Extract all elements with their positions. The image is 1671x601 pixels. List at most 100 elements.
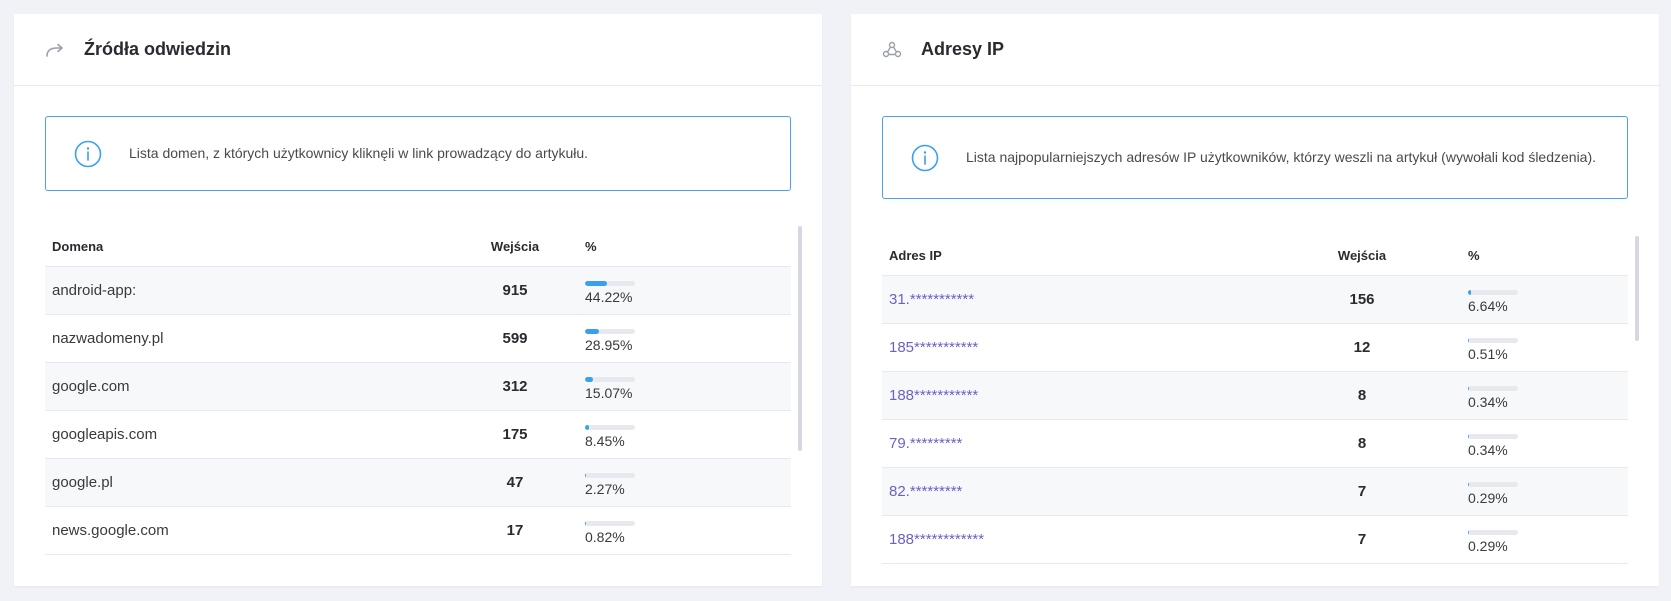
domain-name: nazwadomeny.pl — [52, 330, 164, 347]
percent-value: 15.07% — [585, 384, 633, 401]
info-text: Lista domen, z których użytkownicy klikn… — [129, 145, 589, 161]
visits-count: 156 — [1349, 291, 1375, 308]
percent-value: 0.34% — [1468, 441, 1508, 458]
percent-bar — [1468, 337, 1518, 343]
percent-cell: 0.29% — [1464, 478, 1614, 506]
table-row: 188*********** 8 0.34% — [882, 372, 1628, 420]
percent-value: 28.95% — [585, 336, 633, 353]
info-box: Lista najpopularniejszych adresów IP uży… — [882, 116, 1628, 199]
percent-cell: 6.64% — [1464, 286, 1614, 314]
percent-bar — [1468, 433, 1518, 439]
visit-sources-panel: Źródła odwiedzin Lista domen, z których … — [14, 14, 822, 586]
table-row: 79.********* 8 0.34% — [882, 420, 1628, 468]
percent-bar-fill — [585, 328, 600, 334]
percent-cell: 15.07% — [581, 373, 731, 401]
ip-addresses-panel: Adresy IP Lista najpopularniejszych adre… — [851, 14, 1659, 586]
domain-name: android-app: — [52, 282, 137, 299]
table-header: Adres IP Wejścia % — [882, 236, 1628, 276]
visits-count: 175 — [502, 426, 528, 443]
table-body: android-app: 915 44.22% nazwadomeny.pl 599 28… — [45, 267, 791, 555]
percent-value: 8.45% — [585, 432, 625, 449]
visits-count: 915 — [502, 282, 528, 299]
network-nodes-icon — [881, 39, 903, 61]
percent-cell: 0.51% — [1464, 334, 1614, 362]
percent-cell: 0.82% — [581, 517, 731, 545]
percent-value: 0.82% — [585, 528, 625, 545]
percent-bar-fill — [585, 280, 608, 286]
table-body: 31.*********** 156 6.64% 185*********** 12 0.… — [882, 276, 1628, 564]
percent-value: 2.27% — [585, 480, 625, 497]
table-row: 82.********* 7 0.29% — [882, 468, 1628, 516]
domains-table: Domena Wejścia % android-app: 915 44.22% na… — [45, 227, 791, 555]
ip-address-link[interactable]: 188*********** — [889, 387, 979, 404]
table-row: google.com 312 15.07% — [45, 363, 791, 411]
percent-bar — [585, 328, 635, 334]
visits-count: 47 — [506, 474, 524, 491]
domain-name: google.com — [52, 378, 130, 395]
ip-address-link[interactable]: 31.*********** — [889, 291, 975, 308]
ip-table: Adres IP Wejścia % 31.*********** 156 6.64… — [882, 236, 1628, 564]
visits-count: 7 — [1357, 531, 1367, 548]
percent-cell: 28.95% — [581, 325, 731, 353]
table-row: 185*********** 12 0.51% — [882, 324, 1628, 372]
percent-cell: 0.34% — [1464, 382, 1614, 410]
percent-cell: 0.34% — [1464, 430, 1614, 458]
column-header-percent[interactable]: % — [585, 239, 597, 254]
column-header-visits[interactable]: Wejścia — [1337, 248, 1387, 263]
percent-value: 0.29% — [1468, 489, 1508, 506]
percent-bar — [1468, 481, 1518, 487]
visits-count: 8 — [1357, 435, 1367, 452]
column-header-percent[interactable]: % — [1468, 248, 1480, 263]
percent-bar — [1468, 289, 1518, 295]
percent-value: 44.22% — [585, 288, 633, 305]
info-text: Lista najpopularniejszych adresów IP uży… — [966, 149, 1597, 165]
percent-bar — [585, 424, 635, 430]
percent-cell: 2.27% — [581, 469, 731, 497]
visits-count: 12 — [1353, 339, 1371, 356]
percent-bar — [585, 520, 635, 526]
percent-value: 0.51% — [1468, 345, 1508, 362]
table-row: nazwadomeny.pl 599 28.95% — [45, 315, 791, 363]
table-row: 188************ 7 0.29% — [882, 516, 1628, 564]
percent-cell: 8.45% — [581, 421, 731, 449]
percent-bar — [1468, 529, 1518, 535]
percent-bar-fill — [585, 376, 593, 382]
percent-bar-fill — [585, 424, 590, 430]
table-row: android-app: 915 44.22% — [45, 267, 791, 315]
percent-value: 0.34% — [1468, 393, 1508, 410]
visits-count: 312 — [502, 378, 528, 395]
info-icon — [911, 144, 939, 172]
ip-address-link[interactable]: 185*********** — [889, 339, 979, 356]
panel-title: Adresy IP — [921, 39, 1005, 59]
table-row: news.google.com 17 0.82% — [45, 507, 791, 555]
panel-title: Źródła odwiedzin — [84, 39, 231, 59]
column-header-domain[interactable]: Domena — [52, 239, 104, 254]
percent-bar — [585, 280, 635, 286]
percent-cell: 0.29% — [1464, 526, 1614, 554]
percent-bar — [1468, 385, 1518, 391]
visits-count: 7 — [1357, 483, 1367, 500]
visits-count: 8 — [1357, 387, 1367, 404]
domain-name: news.google.com — [52, 522, 169, 539]
ip-address-link[interactable]: 82.********* — [889, 483, 963, 500]
percent-cell: 44.22% — [581, 277, 731, 305]
table-header: Domena Wejścia % — [45, 227, 791, 267]
percent-bar — [585, 376, 635, 382]
info-icon — [74, 140, 102, 168]
column-header-visits[interactable]: Wejścia — [490, 239, 540, 254]
panel-header: Źródła odwiedzin — [14, 14, 822, 86]
table-row: googleapis.com 175 8.45% — [45, 411, 791, 459]
percent-bar-fill — [1468, 289, 1472, 295]
table-row: google.pl 47 2.27% — [45, 459, 791, 507]
percent-value: 6.64% — [1468, 297, 1508, 314]
visits-count: 599 — [502, 330, 528, 347]
table-row: 31.*********** 156 6.64% — [882, 276, 1628, 324]
ip-address-link[interactable]: 79.********* — [889, 435, 963, 452]
scrollbar[interactable] — [1635, 236, 1639, 341]
percent-bar — [585, 472, 635, 478]
ip-address-link[interactable]: 188************ — [889, 531, 985, 548]
share-arrow-icon — [44, 39, 66, 61]
panel-header: Adresy IP — [851, 14, 1659, 86]
scrollbar[interactable] — [798, 226, 802, 451]
column-header-ip[interactable]: Adres IP — [889, 248, 942, 263]
